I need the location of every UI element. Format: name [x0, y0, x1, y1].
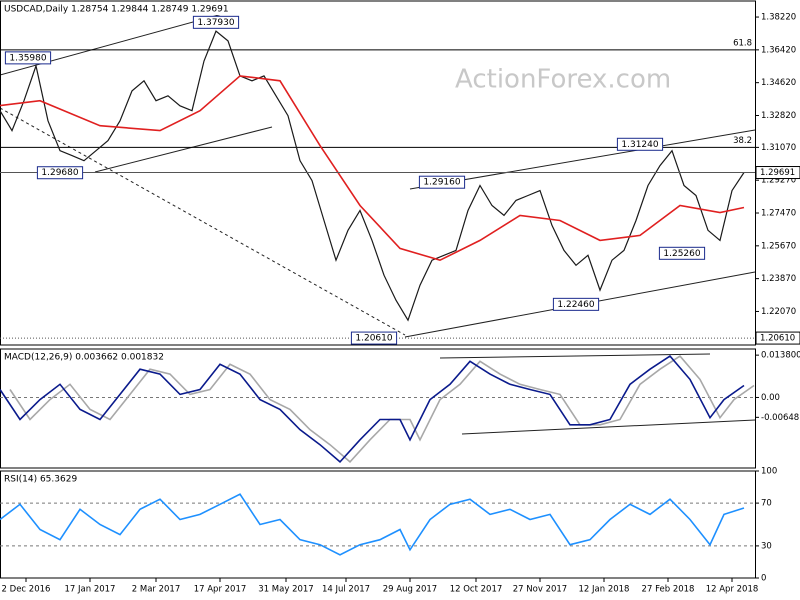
- x-tick-label: 27 Nov 2017: [513, 585, 567, 595]
- annotation-box: [616, 137, 664, 151]
- price-box-label: 1.20610: [760, 334, 795, 344]
- annotation-label: 1.20610: [355, 334, 392, 344]
- annotation-box: [658, 246, 706, 260]
- watermark: ActionForex.com: [455, 65, 671, 95]
- pane-frame: [0, 348, 756, 469]
- y-tick-label: 0.013800: [761, 351, 800, 361]
- x-tick-label: 12 Jan 2018: [579, 585, 630, 595]
- y-tick-label: 0.00: [761, 393, 780, 403]
- y-tick-label: 1.36420: [761, 45, 796, 55]
- y-tick-label: 30: [761, 541, 772, 551]
- series-line: [0, 30, 745, 322]
- y-tick-label: 70: [761, 499, 772, 509]
- series-line: [0, 75, 745, 262]
- x-tick-label: 2 Dec 2016: [2, 585, 51, 595]
- annotation-box: [192, 15, 240, 29]
- price-box-label: 1.29691: [760, 168, 795, 178]
- title-bg: [2, 473, 87, 485]
- channel-line: [409, 129, 756, 190]
- annotation-label: 1.35980: [9, 53, 46, 63]
- x-tick-label: 2 Mar 2017: [132, 585, 180, 595]
- annotation-label: 1.29160: [423, 178, 460, 188]
- x-tick-label: 14 Jul 2017: [322, 585, 370, 595]
- x-tick-label: 17 Apr 2017: [194, 585, 247, 595]
- title-bg: [2, 3, 266, 15]
- pane-title: USDCAD,Daily 1.28754 1.29844 1.28749 1.2…: [4, 5, 229, 15]
- price-box: [755, 331, 800, 345]
- y-tick-label: 1.29270: [761, 176, 796, 186]
- annotation-box: [4, 51, 52, 65]
- y-tick-label: 1.31070: [761, 143, 796, 153]
- y-tick-label: 1.25670: [761, 241, 796, 251]
- level-label: 38.2: [733, 136, 752, 146]
- pane-title: MACD(12,26,9) 0.003662 0.001832: [4, 353, 164, 363]
- annotation-label: 1.25260: [663, 249, 700, 259]
- y-tick-label: 1.27470: [761, 209, 796, 219]
- level-label: 61.8: [733, 38, 752, 48]
- x-tick-label: 31 May 2017: [258, 585, 313, 595]
- annotation-box: [350, 331, 398, 345]
- y-tick-label: 1.22070: [761, 307, 796, 317]
- y-tick-label: 1.34620: [761, 78, 796, 88]
- y-tick-label: -0.00648: [761, 413, 799, 423]
- channel-line: [94, 126, 273, 173]
- y-tick-label: 100: [761, 467, 777, 477]
- macd-trend-line: [439, 353, 711, 359]
- x-tick-label: 29 Aug 2017: [383, 585, 437, 595]
- macd-trend-line: [461, 419, 756, 435]
- annotation-box: [36, 166, 84, 180]
- annotation-label: 1.29680: [41, 168, 78, 178]
- series-line: [0, 493, 745, 556]
- annotation-label: 1.31240: [621, 140, 658, 150]
- x-tick-label: 12 Apr 2018: [706, 585, 759, 595]
- annotation-box: [418, 175, 466, 189]
- x-tick-label: 17 Jan 2017: [65, 585, 116, 595]
- annotation-box: [552, 297, 600, 311]
- x-tick-label: 27 Feb 2018: [642, 585, 695, 595]
- pane-frame: [0, 470, 756, 579]
- x-tick-label: 12 Oct 2017: [450, 585, 503, 595]
- y-tick-label: 1.32820: [761, 111, 796, 121]
- series-line: [0, 355, 745, 464]
- annotation-label: 1.22460: [557, 300, 594, 310]
- y-tick-label: 0: [761, 574, 766, 584]
- trend-line: [0, 107, 406, 336]
- price-box: [755, 166, 800, 180]
- pane-title: RSI(14) 65.3629: [4, 475, 77, 485]
- y-tick-label: 1.38220: [761, 13, 796, 23]
- title-bg: [2, 351, 185, 363]
- annotation-label: 1.37930: [197, 18, 234, 28]
- y-tick-label: 1.23870: [761, 274, 796, 284]
